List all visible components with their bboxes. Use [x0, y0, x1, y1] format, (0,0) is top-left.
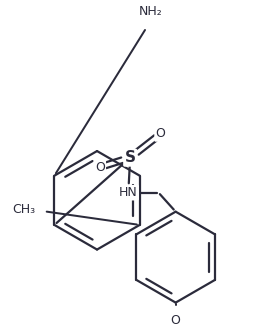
Text: O: O — [95, 161, 105, 174]
Text: O: O — [171, 314, 180, 327]
Text: S: S — [125, 150, 136, 165]
Text: CH₃: CH₃ — [12, 203, 36, 216]
Text: NH₂: NH₂ — [139, 6, 163, 18]
Text: O: O — [156, 128, 166, 140]
Text: HN: HN — [119, 186, 138, 199]
